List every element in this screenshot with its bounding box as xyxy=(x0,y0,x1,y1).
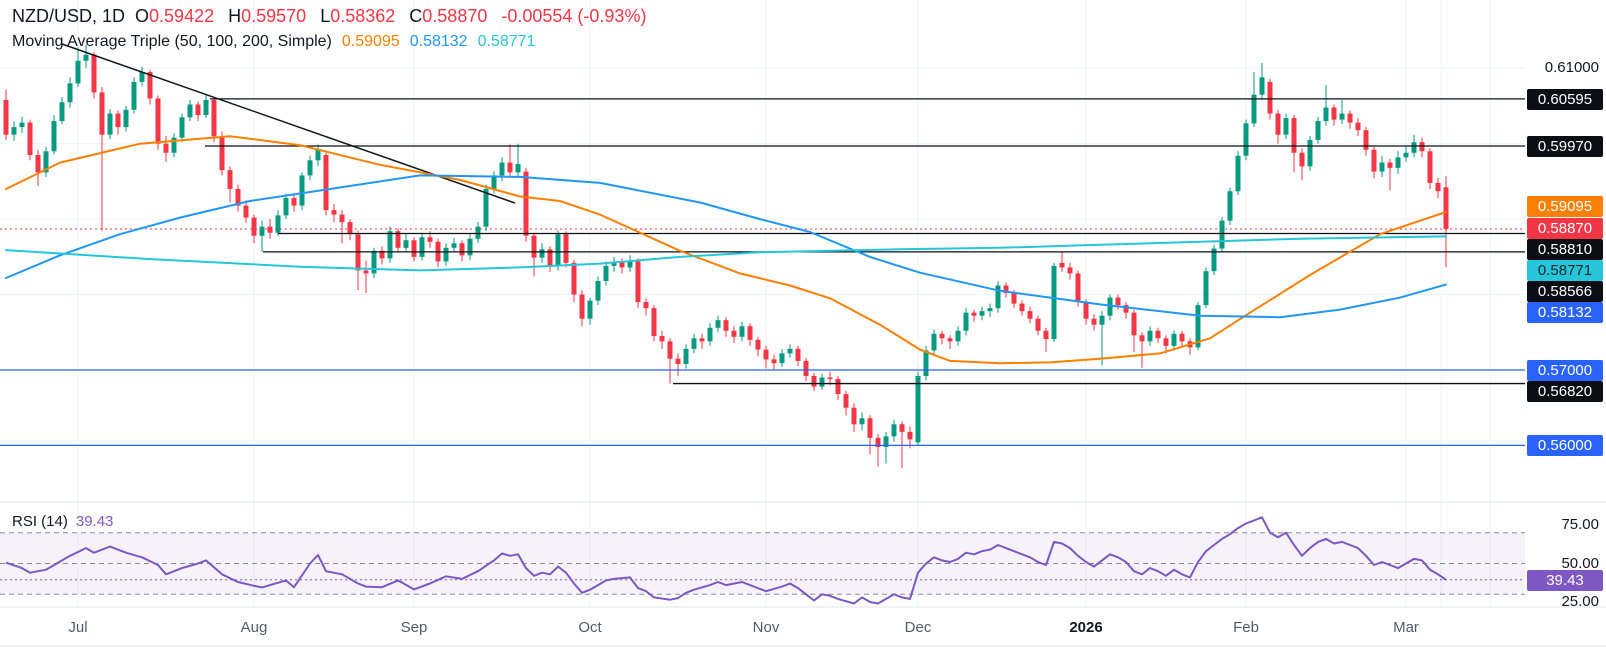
ma200-value: 0.58771 xyxy=(477,33,536,50)
rsi-value: 39.43 xyxy=(75,513,114,530)
rsi-badge: 39.43 xyxy=(1527,569,1603,591)
price-badge-0.58810: 0.58810 xyxy=(1527,238,1603,260)
rsi-row: RSI (14) 39.43 xyxy=(12,513,113,530)
indicator-row: Moving Average Triple (50, 100, 200, Sim… xyxy=(12,33,535,51)
price-badge-0.56820: 0.56820 xyxy=(1527,380,1603,402)
rsi-label-75.00: 75.00 xyxy=(1561,516,1599,533)
ma50-value: 0.59095 xyxy=(341,33,400,50)
price-badge-0.58132: 0.58132 xyxy=(1527,301,1603,323)
price-badge-0.60595: 0.60595 xyxy=(1527,88,1603,110)
price-badge-0.56000: 0.56000 xyxy=(1527,434,1603,456)
rsi-label-25.00: 25.00 xyxy=(1561,593,1599,610)
price-badge-0.58566: 0.58566 xyxy=(1527,280,1603,302)
month-label-Nov: Nov xyxy=(752,619,780,636)
ohlc-open: O0.59422 xyxy=(135,6,215,26)
month-label-Oct: Oct xyxy=(578,619,602,636)
ohlc-close: C0.58870 xyxy=(409,6,488,26)
symbol-ohlc-row: NZD/USD, 1D O0.59422 H0.59570 L0.58362 C… xyxy=(12,6,646,27)
price-label-0.61000: 0.61000 xyxy=(1544,59,1599,76)
ma100-value: 0.58132 xyxy=(409,33,468,50)
month-label-Dec: Dec xyxy=(904,619,932,636)
price-badge-0.57000: 0.57000 xyxy=(1527,359,1603,381)
ohlc-high: H0.59570 xyxy=(228,6,307,26)
indicator-title[interactable]: Moving Average Triple (50, 100, 200, Sim… xyxy=(12,33,332,50)
price-badge-0.58870: 0.58870 xyxy=(1527,217,1603,239)
month-label-Jul: Jul xyxy=(68,619,88,636)
month-label-Aug: Aug xyxy=(240,619,268,636)
rsi-title[interactable]: RSI (14) xyxy=(12,513,68,530)
ohlc-low: L0.58362 xyxy=(320,6,396,26)
month-label-Sep: Sep xyxy=(400,619,428,636)
price-badge-0.58771: 0.58771 xyxy=(1527,259,1603,281)
month-label-Feb: Feb xyxy=(1233,619,1259,636)
price-badge-0.59095: 0.59095 xyxy=(1527,195,1603,217)
month-label-Mar: Mar xyxy=(1393,619,1419,636)
symbol-title[interactable]: NZD/USD, 1D xyxy=(12,6,126,26)
price-badge-0.59970: 0.59970 xyxy=(1527,135,1603,157)
rsi-label-50.00: 50.00 xyxy=(1561,555,1599,572)
month-label-2026: 2026 xyxy=(1069,619,1103,636)
change-value: -0.00554 (-0.93%) xyxy=(501,6,647,26)
